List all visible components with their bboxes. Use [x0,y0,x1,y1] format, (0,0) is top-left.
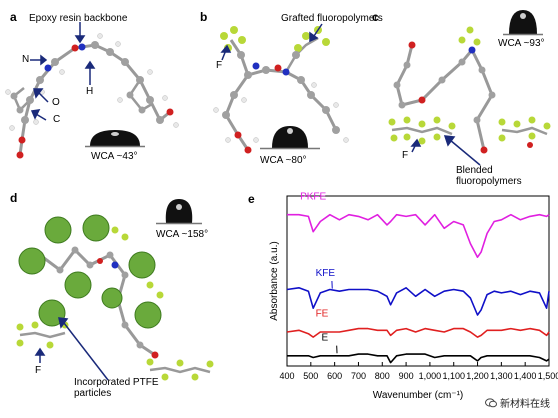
panel-b-label: b [200,10,208,24]
x-tick-label: 500 [303,371,318,381]
y-axis-label: Absorbance (a.u.) [269,241,280,321]
panel-c: c WCA ~93° F Blended fluoropolymers [372,0,558,187]
blended-fluoropolymer-molecule [388,26,551,166]
plot-frame [286,195,550,367]
water-droplet-icon [260,126,320,150]
carbon-label: C [53,114,61,125]
water-droplet-icon [156,199,202,225]
fluorine-label: F [35,365,42,376]
panel-a: a Epoxy resin backbone N H [0,0,185,180]
panel-b: b Grafted fluoropolymers F WCA ~80° [186,0,383,180]
wechat-icon [485,397,497,407]
series-label-kfe: KFE [316,268,336,279]
x-tick-label: 1,100 [442,371,465,381]
x-tick-label: 1,200 [466,371,489,381]
ptfe-composite-molecule [16,214,214,381]
series-label-pkfe: PKFE [300,191,326,202]
series-line-pkfe [287,213,550,258]
panel-b-title: Grafted fluoropolymers [281,13,383,24]
oxygen-label: O [52,97,60,108]
panel-e-label: e [248,192,255,206]
panel-a-title: Epoxy resin backbone [29,13,128,24]
x-tick-label: 900 [399,371,414,381]
series-label-e: E [322,333,329,344]
water-droplet-icon [85,130,145,148]
x-tick-label: 700 [351,371,366,381]
panel-c-note-line1: Blended [456,165,493,176]
x-tick-label: 1,300 [490,371,513,381]
x-tick-label: 600 [327,371,342,381]
fluorine-label: F [216,60,223,71]
x-tick-label: 1,400 [514,371,537,381]
panel-d-note: Incorporated PTFE particles [74,377,158,399]
panel-c-wca: WCA ~93° [498,38,545,49]
panel-d-note-line2: particles [74,388,112,399]
series-label-fe: FE [316,309,329,320]
x-tick-label: 800 [375,371,390,381]
x-axis-label: Wavenumber (cm⁻¹) [373,390,463,401]
hydrogen-label: H [86,86,94,97]
panel-d: d WCA ~158° F Incorporate [0,185,240,418]
epoxy-backbone-molecule [5,22,179,159]
panel-c-note: Blended fluoropolymers [456,165,522,187]
panel-c-label: c [372,10,379,24]
x-tick-label: 1,000 [419,371,442,381]
panel-d-wca: WCA ~158° [156,229,209,240]
panel-c-note-line2: fluoropolymers [456,176,522,187]
watermark-text: 新材料在线 [500,399,550,410]
panel-a-wca: WCA ~43° [91,151,138,162]
panel-b-wca: WCA ~80° [260,155,307,166]
water-droplet-icon [503,10,543,36]
x-tick-label: 400 [279,371,294,381]
x-tick-label: 1,500 [538,371,558,381]
fluorine-label: F [402,150,409,161]
series-line-kfe [286,287,550,316]
grafted-fluoropolymer-molecule [213,23,349,154]
nitrogen-label: N [22,54,30,65]
ftir-spectra-chart: 400 500 600 700 800 900 1,000 1,100 1,200 1,300 1,… [269,191,558,401]
panel-d-label: d [10,191,18,205]
panel-d-note-line1: Incorporated PTFE [74,377,159,388]
series-line-fe [286,327,550,338]
panel-a-label: a [10,10,17,24]
series-line-e [287,353,550,364]
watermark: 新材料在线 [485,395,550,410]
